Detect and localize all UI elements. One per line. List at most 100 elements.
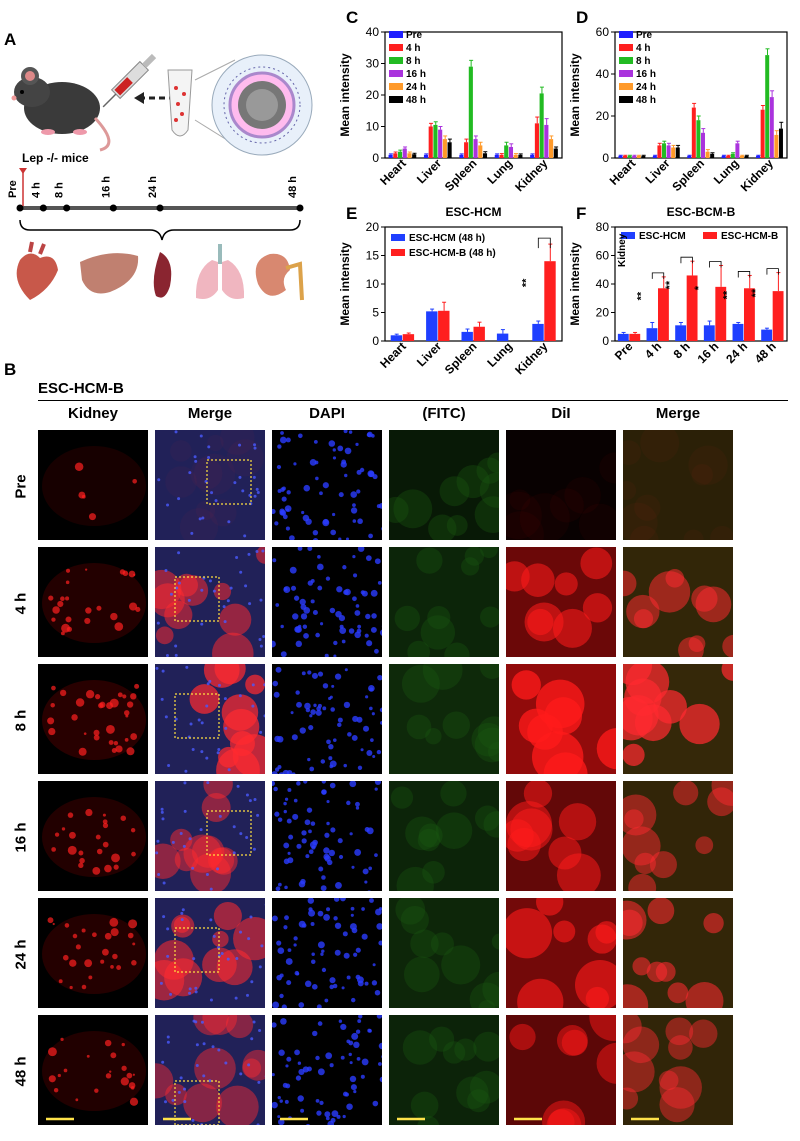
nucleus-dot xyxy=(282,514,288,520)
micrograph-tile xyxy=(389,781,499,891)
nucleus-dot xyxy=(353,952,358,957)
red-spot xyxy=(48,595,54,601)
nucleus-dot xyxy=(206,781,210,785)
fitc-blob xyxy=(456,1076,489,1109)
fitc-blob xyxy=(416,547,443,574)
fitc-blob xyxy=(407,640,430,657)
nucleus-dot xyxy=(377,581,382,585)
dil-blob xyxy=(548,1109,575,1125)
nucleus-dot xyxy=(345,537,350,540)
nucleus-dot xyxy=(322,482,329,489)
dil-blob xyxy=(585,986,609,1008)
nucleus-dot xyxy=(275,886,281,891)
nucleus-dot xyxy=(348,628,355,634)
nucleus-dot xyxy=(317,563,324,571)
nucleus-dot xyxy=(206,682,210,686)
red-spot xyxy=(58,979,63,984)
red-spot xyxy=(51,847,56,852)
fitc-signal xyxy=(389,898,499,1008)
bar xyxy=(744,288,755,341)
nucleus-dot xyxy=(290,585,297,591)
y-tick-label: 0 xyxy=(372,334,379,348)
fitc-blob xyxy=(442,1041,466,1064)
nucleus-dot xyxy=(285,437,291,443)
micrograph-tile xyxy=(272,430,382,540)
bar xyxy=(388,154,393,158)
nucleus-dot xyxy=(200,750,204,754)
red-spot xyxy=(94,694,101,700)
red-spot xyxy=(111,853,120,863)
nucleus-dot xyxy=(208,1079,212,1083)
legend-label: ESC-HCM (48 h) xyxy=(409,233,485,244)
nucleus-dot xyxy=(285,508,290,512)
nucleus-dot xyxy=(324,832,330,838)
nucleus-dot xyxy=(325,576,331,581)
nucleus-dot xyxy=(316,1110,322,1116)
nucleus-dot xyxy=(315,709,322,716)
red-spot xyxy=(130,827,136,833)
nucleus-dot xyxy=(330,529,337,536)
nucleus-dot xyxy=(313,439,318,444)
bar xyxy=(499,154,504,158)
nucleus-dot xyxy=(280,624,284,629)
y-tick-label: 60 xyxy=(596,249,610,263)
x-tick-label: Liver xyxy=(414,156,444,186)
dil-blob xyxy=(564,477,601,514)
x-tick-label: 8 h xyxy=(671,339,693,361)
y-tick-label: 20 xyxy=(366,220,380,234)
nucleus-dot xyxy=(343,430,348,434)
nucleus-dot xyxy=(310,821,316,826)
micrograph-tile xyxy=(155,430,265,540)
x-tick-label: Pre xyxy=(612,339,636,363)
red-spot xyxy=(93,729,100,736)
nucleus-dot xyxy=(356,469,362,475)
nucleus-dot xyxy=(377,674,382,681)
micrograph-image xyxy=(623,547,733,657)
nucleus-dot xyxy=(160,810,164,814)
nucleus-dot xyxy=(350,913,354,917)
legend-label: ESC-HCM-B (48 h) xyxy=(409,248,496,259)
nucleus-dot xyxy=(370,626,377,633)
red-spot xyxy=(51,685,56,691)
mouse-label: Lep -/- mice xyxy=(22,151,89,165)
dil-blob xyxy=(552,608,592,648)
nucleus-dot xyxy=(277,817,283,822)
red-spot xyxy=(102,948,109,956)
micrograph-background xyxy=(272,664,382,774)
fitc-blob xyxy=(473,1031,499,1062)
nucleus-dot xyxy=(380,720,382,725)
nucleus-dot xyxy=(276,974,282,981)
merge-blob xyxy=(194,1047,236,1090)
nucleus-dot xyxy=(353,1089,357,1094)
nucleus-dot xyxy=(184,769,188,773)
nucleus-dot xyxy=(374,853,378,858)
y-tick-label: 20 xyxy=(596,306,610,320)
nucleus-dot xyxy=(355,1029,361,1034)
dil-blob xyxy=(582,593,613,623)
nucleus-dot xyxy=(286,980,292,986)
legend-swatch xyxy=(619,96,633,103)
nucleus-dot xyxy=(281,1004,287,1008)
timeline-tick-label: 16 h xyxy=(100,176,112,198)
nucleus-dot xyxy=(309,459,317,466)
nucleus-dot xyxy=(261,549,265,553)
nucleus-dot xyxy=(291,734,298,741)
nucleus-dot xyxy=(291,772,296,774)
nucleus-dot xyxy=(352,503,356,508)
nucleus-dot xyxy=(293,943,297,947)
nucleus-dot xyxy=(161,817,165,821)
nucleus-dot xyxy=(330,827,336,833)
nucleus-dot xyxy=(194,990,198,994)
nucleus-dot xyxy=(207,455,211,459)
nucleus-dot xyxy=(243,534,247,538)
nucleus-dot xyxy=(335,610,342,618)
fitc-blob xyxy=(474,805,499,831)
merge-blob xyxy=(623,743,645,767)
nucleus-dot xyxy=(280,431,284,435)
bar xyxy=(675,147,680,158)
bar xyxy=(428,126,433,158)
nucleus-dot xyxy=(330,707,335,712)
timeline: Pre 4 h 8 h 16 h 24 h 48 h xyxy=(7,168,304,241)
nucleus-dot xyxy=(307,547,313,551)
